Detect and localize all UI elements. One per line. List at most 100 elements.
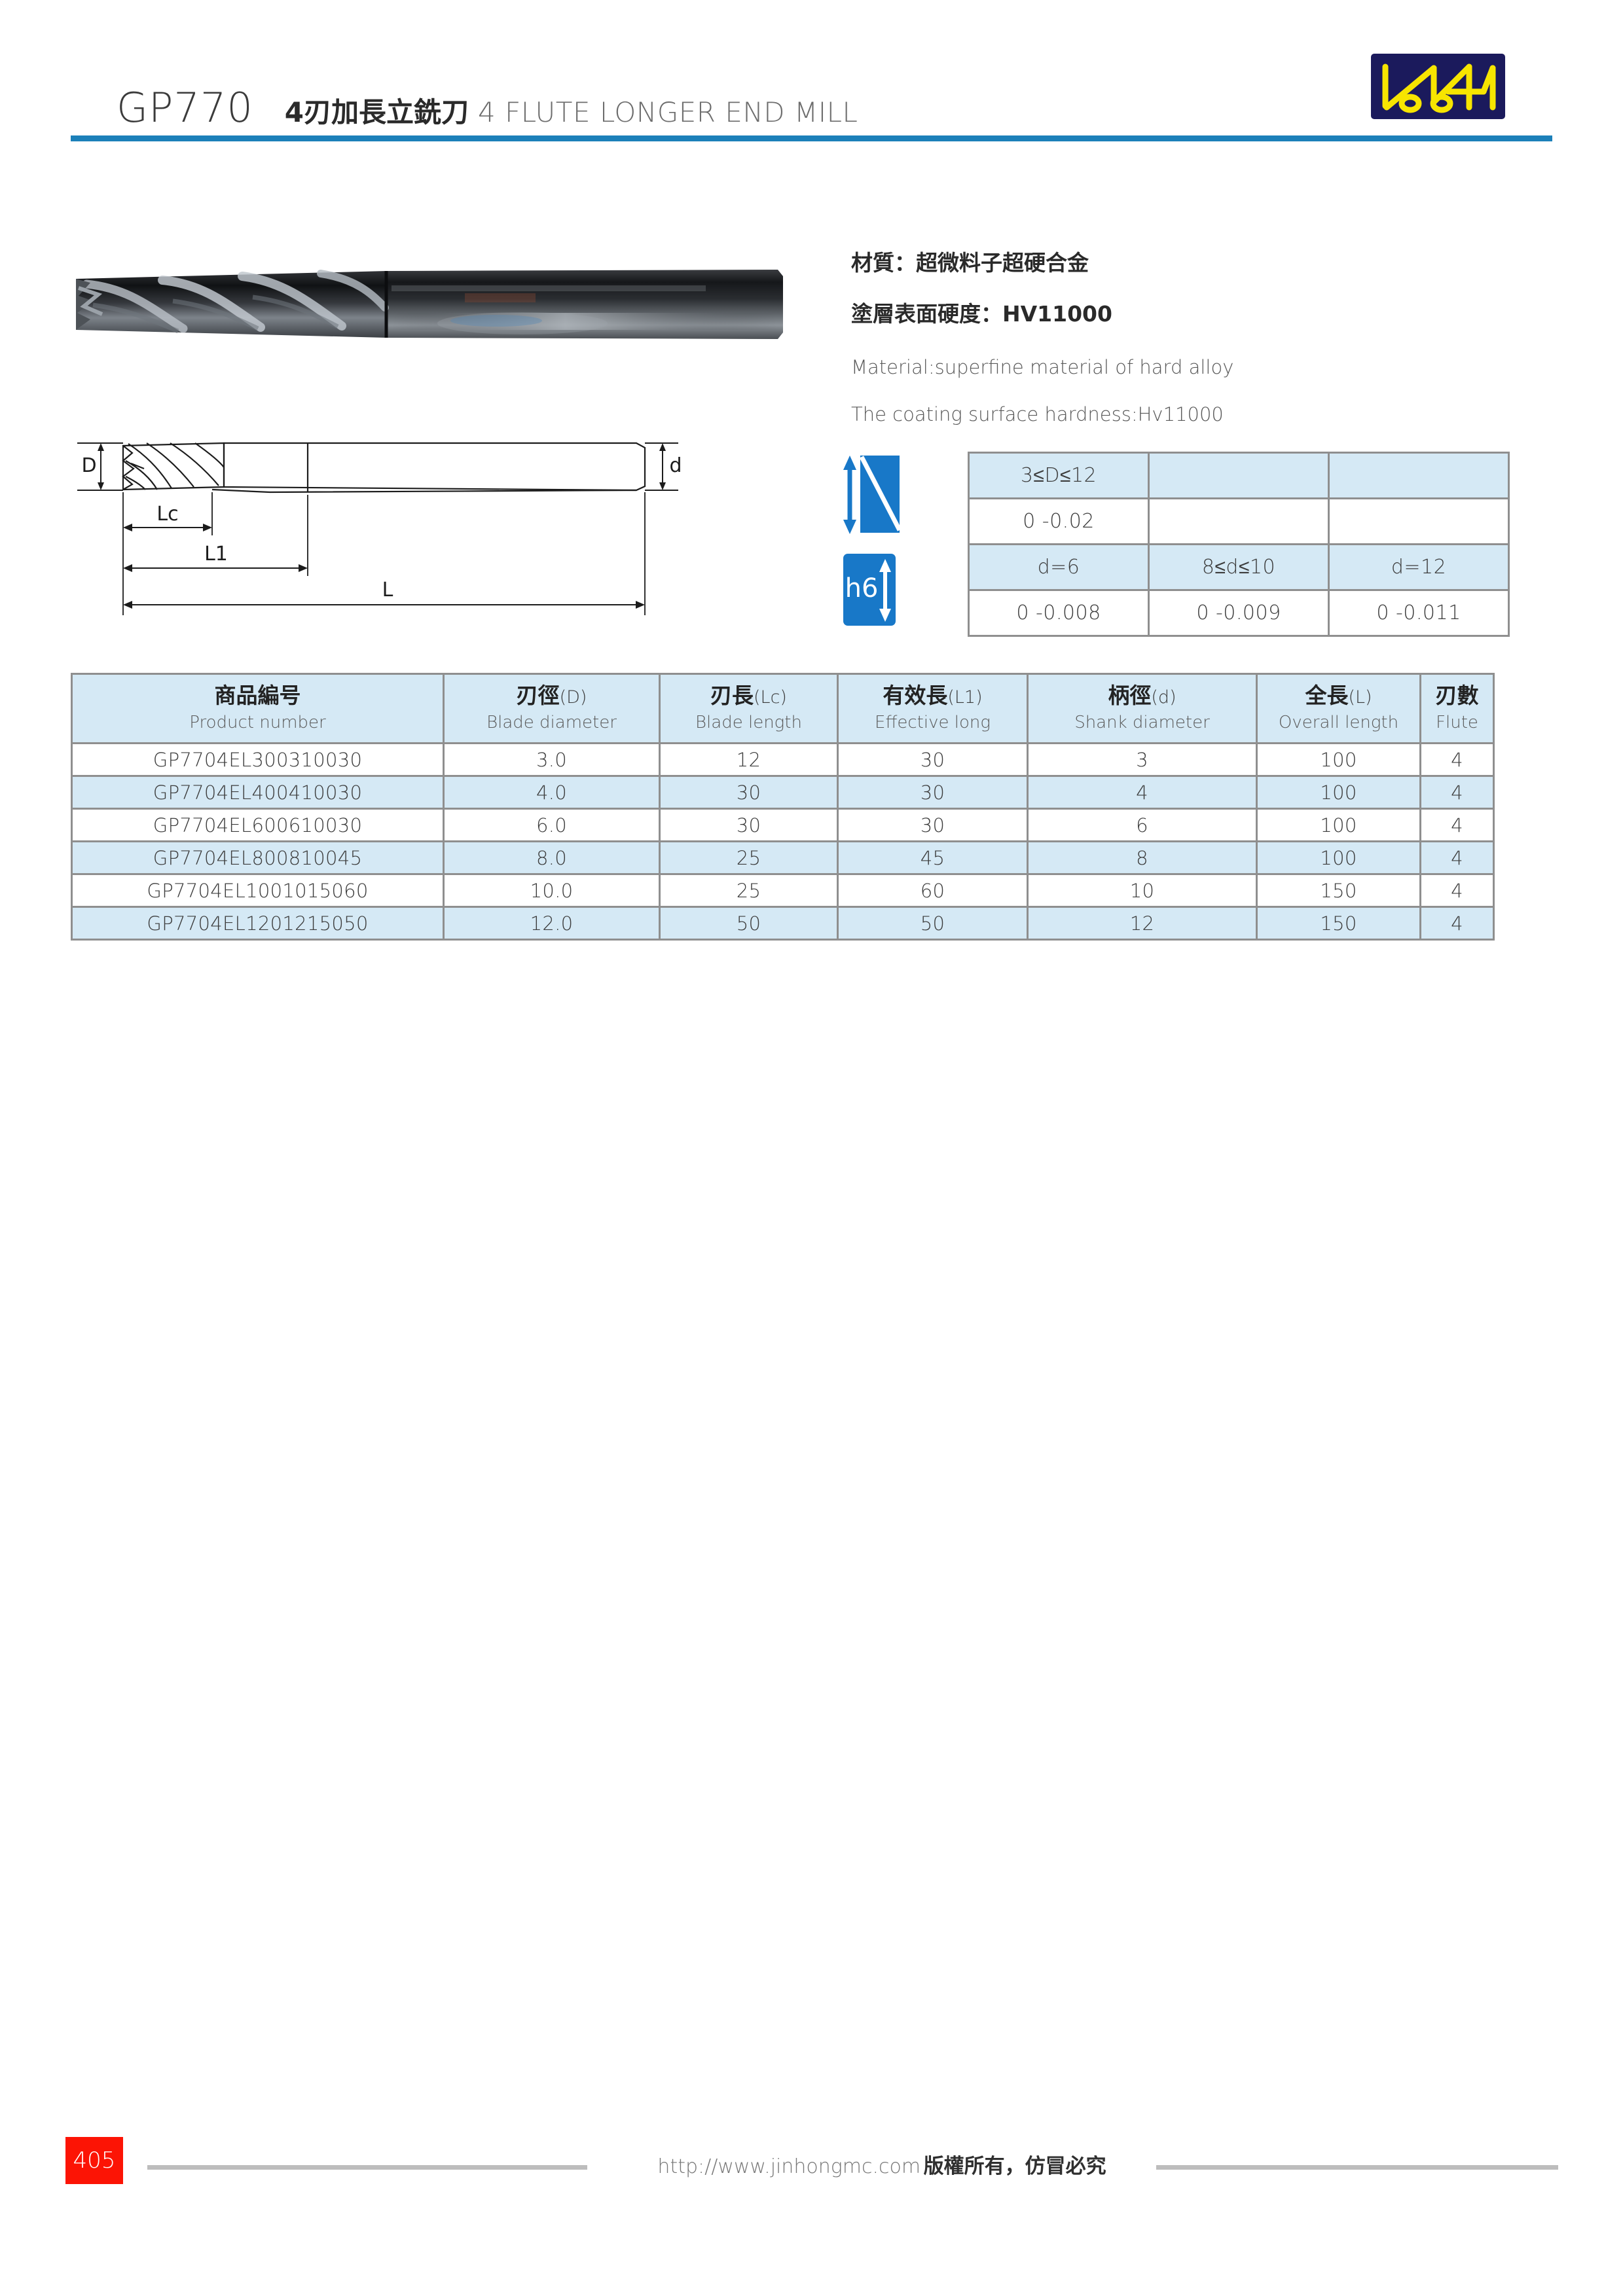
- table-row: GP7704EL1201215050 12.0 50 50 12 150 4: [71, 906, 1495, 941]
- footer-url: http://www.jinhongmc.com: [657, 2155, 921, 2178]
- cell-flute: 4: [1419, 906, 1495, 941]
- header-en: Blade length: [695, 712, 802, 732]
- cell-flute: 4: [1419, 840, 1495, 875]
- hardness-cn-label: 塗層表面硬度：: [851, 301, 1002, 327]
- cell-blade-length: 50: [659, 906, 839, 941]
- cell-product-number: GP7704EL1001015060: [71, 873, 445, 908]
- page-title: GP770 4刃加長立銑刀 4 FLUTE LONGER END MILL: [117, 84, 858, 132]
- svg-text:D: D: [81, 454, 96, 477]
- cell-effective-long: 30: [837, 808, 1029, 842]
- tolerance-table: 3≤D≤12 0 -0.02 d=6 8≤d≤10 d=12 0 -0.008 …: [968, 452, 1510, 637]
- page-number-badge: 405: [65, 2137, 123, 2184]
- table-row: GP7704EL600610030 6.0 30 30 6 100 4: [71, 808, 1495, 842]
- company-logo: [1371, 54, 1505, 119]
- tolerance-cell: d=12: [1328, 543, 1510, 591]
- cell-product-number: GP7704EL300310030: [71, 742, 445, 777]
- header-en: Blade diameter: [486, 712, 617, 732]
- technical-drawing: D d Lc L1 L: [60, 424, 689, 620]
- cell-shank-diameter: 10: [1027, 873, 1258, 908]
- table-row: GP7704EL300310030 3.0 12 30 3 100 4: [71, 742, 1495, 777]
- cell-effective-long: 60: [837, 873, 1029, 908]
- column-header-product-number: 商品編号 Product number: [71, 673, 445, 744]
- tolerance-cell: 0 -0.011: [1328, 589, 1510, 637]
- hardness-english: The coating surface hardness:Hv11000: [851, 403, 1224, 425]
- material-cn-value: 超微料子超硬合金: [916, 250, 1089, 276]
- table-header-row: 商品編号 Product number 刃徑(D) Blade diameter…: [71, 673, 1495, 744]
- cell-blade-diameter: 6.0: [443, 808, 661, 842]
- column-header-blade-length: 刃長(Lc) Blade length: [659, 673, 839, 744]
- column-header-overall-length: 全長(L) Overall length: [1256, 673, 1421, 744]
- cell-blade-diameter: 12.0: [443, 906, 661, 941]
- cell-overall-length: 100: [1256, 775, 1421, 810]
- hardness-cn-value: HV11000: [1002, 301, 1112, 327]
- cell-overall-length: 150: [1256, 906, 1421, 941]
- cell-shank-diameter: 6: [1027, 808, 1258, 842]
- footer-divider-right: [1156, 2165, 1558, 2170]
- page-header: GP770 4刃加長立銑刀 4 FLUTE LONGER END MILL: [0, 0, 1623, 147]
- tolerance-row: 0 -0.02: [968, 497, 1510, 545]
- cell-overall-length: 100: [1256, 840, 1421, 875]
- table-row: GP7704EL400410030 4.0 30 30 4 100 4: [71, 775, 1495, 810]
- tolerance-cell: [1328, 497, 1510, 545]
- cell-product-number: GP7704EL1201215050: [71, 906, 445, 941]
- cell-effective-long: 30: [837, 742, 1029, 777]
- header-cn: 刃長(Lc): [710, 682, 787, 708]
- cell-flute: 4: [1419, 775, 1495, 810]
- header-cn: 商品編号: [214, 682, 301, 708]
- header-cn: 刃數: [1435, 682, 1479, 708]
- tolerance-cell: d=6: [968, 543, 1150, 591]
- material-english: Material:superfine material of hard allo…: [851, 356, 1234, 378]
- header-en: Overall length: [1278, 712, 1399, 732]
- header-en: Flute: [1436, 712, 1478, 732]
- column-header-blade-diameter: 刃徑(D) Blade diameter: [443, 673, 661, 744]
- svg-text:L: L: [382, 579, 393, 601]
- title-english: 4 FLUTE LONGER END MILL: [478, 96, 858, 128]
- cell-product-number: GP7704EL400410030: [71, 775, 445, 810]
- cell-blade-length: 12: [659, 742, 839, 777]
- cell-overall-length: 100: [1256, 742, 1421, 777]
- cell-flute: 4: [1419, 808, 1495, 842]
- cell-blade-length: 30: [659, 808, 839, 842]
- svg-text:L1: L1: [204, 543, 228, 565]
- cell-flute: 4: [1419, 873, 1495, 908]
- svg-text:h6: h6: [845, 573, 879, 603]
- cell-effective-long: 30: [837, 775, 1029, 810]
- header-cn: 刃徑(D): [516, 682, 587, 708]
- cell-shank-diameter: 8: [1027, 840, 1258, 875]
- hardness-chinese: 塗層表面硬度：HV11000: [851, 303, 1112, 325]
- product-photo: [64, 250, 791, 358]
- tolerance-cell: 3≤D≤12: [968, 452, 1150, 499]
- product-specification-table: 商品編号 Product number 刃徑(D) Blade diameter…: [71, 673, 1495, 941]
- footer-text: http://www.jinhongmc.com 版權所有，仿冒必究: [623, 2149, 1140, 2179]
- tolerance-cell: 0 -0.008: [968, 589, 1150, 637]
- tolerance-cell: 0 -0.02: [968, 497, 1150, 545]
- material-chinese: 材質：超微料子超硬合金: [851, 252, 1089, 274]
- tolerance-row: 0 -0.008 0 -0.009 0 -0.011: [968, 589, 1510, 637]
- tolerance-cell: 0 -0.009: [1148, 589, 1330, 637]
- cell-effective-long: 45: [837, 840, 1029, 875]
- header-en: Product number: [189, 712, 326, 732]
- tolerance-row: 3≤D≤12: [968, 452, 1510, 499]
- material-cn-label: 材質：: [851, 250, 916, 276]
- svg-text:Lc: Lc: [156, 503, 178, 526]
- cell-blade-length: 30: [659, 775, 839, 810]
- table-row: GP7704EL800810045 8.0 25 45 8 100 4: [71, 840, 1495, 875]
- header-cn: 柄徑(d): [1108, 682, 1176, 708]
- cell-blade-diameter: 4.0: [443, 775, 661, 810]
- diagonal-tolerance-icon: [841, 450, 901, 539]
- cell-shank-diameter: 3: [1027, 742, 1258, 777]
- cell-shank-diameter: 4: [1027, 775, 1258, 810]
- cell-effective-long: 50: [837, 906, 1029, 941]
- column-header-shank-diameter: 柄徑(d) Shank diameter: [1027, 673, 1258, 744]
- cell-blade-diameter: 10.0: [443, 873, 661, 908]
- column-header-flute: 刃數 Flute: [1419, 673, 1495, 744]
- svg-text:d: d: [669, 454, 682, 477]
- cell-product-number: GP7704EL800810045: [71, 840, 445, 875]
- header-cn: 有效長(L1): [883, 682, 983, 708]
- table-row: GP7704EL1001015060 10.0 25 60 10 150 4: [71, 873, 1495, 908]
- cell-blade-diameter: 8.0: [443, 840, 661, 875]
- header-divider: [71, 135, 1552, 141]
- footer-divider-left: [147, 2165, 587, 2170]
- header-cn: 全長(L): [1305, 682, 1372, 708]
- h6-tolerance-icon: h6: [841, 550, 901, 630]
